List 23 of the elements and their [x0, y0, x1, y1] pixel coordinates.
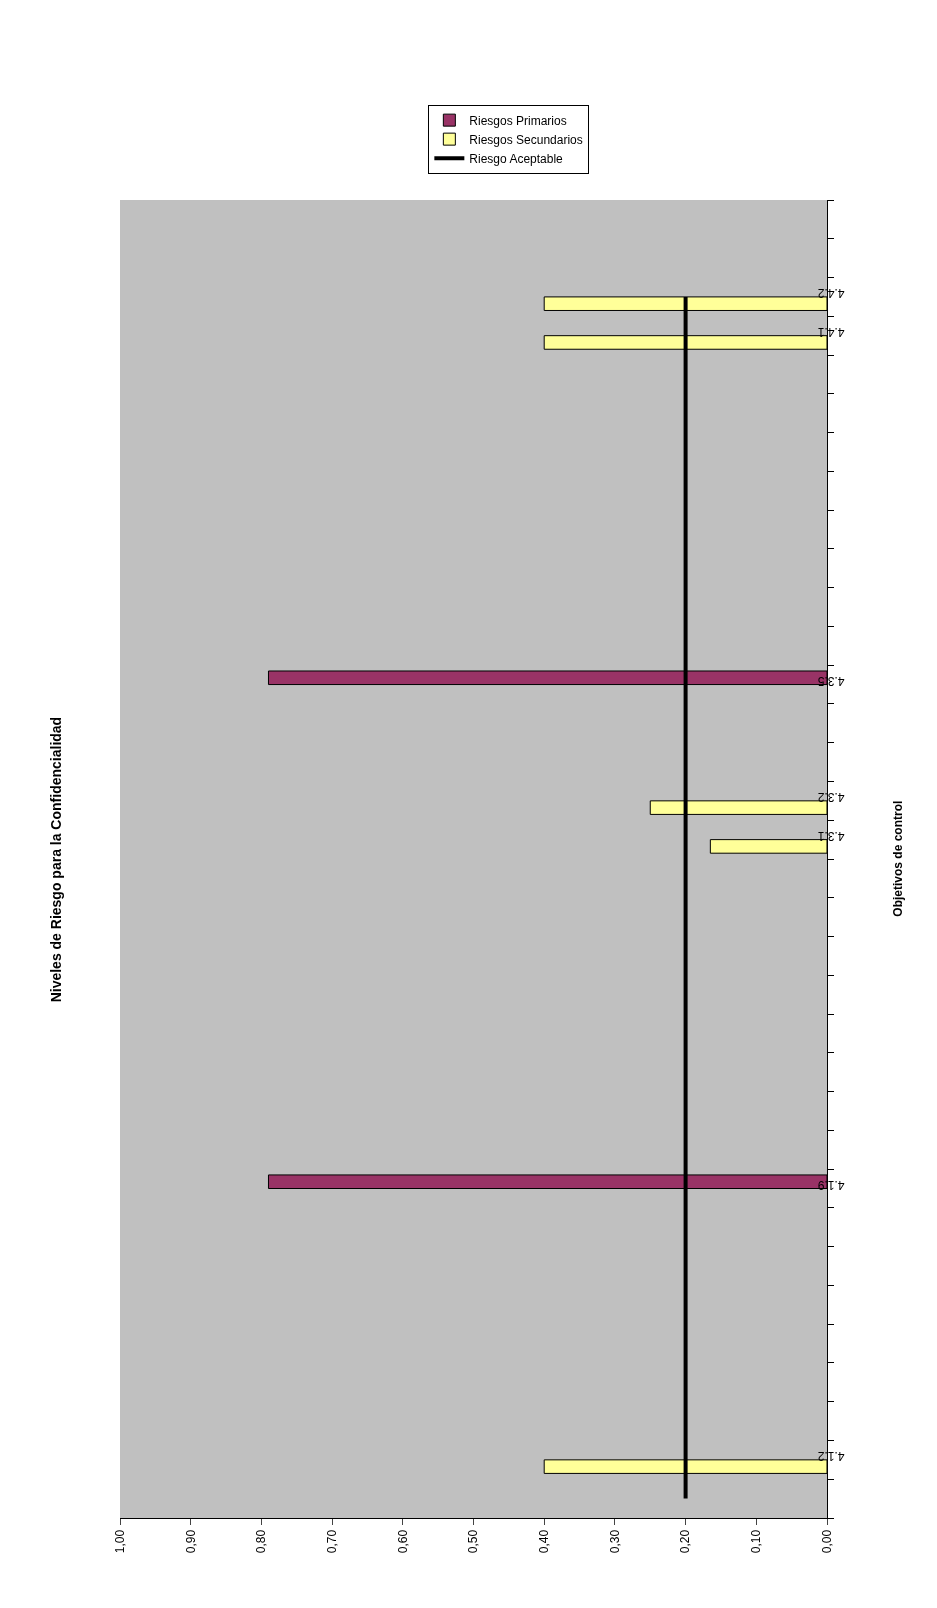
- x-tick-label: 0,00: [819, 1529, 834, 1554]
- x-tick-label: 0,60: [395, 1529, 410, 1554]
- x-tick-label: 0,70: [325, 1529, 339, 1554]
- y-tick-label: 4.4.1: [817, 324, 845, 339]
- x-tick-label: 0,30: [607, 1529, 622, 1554]
- y-axis-title: Objetivos de control: [890, 800, 905, 917]
- y-tick-label: 4.4.2: [817, 286, 845, 301]
- x-tick-label: 0,80: [254, 1529, 269, 1554]
- y-tick-label: 4.3.1: [817, 828, 845, 843]
- x-tick-label: 0,20: [678, 1529, 693, 1554]
- y-tick-label: 4.3.5: [817, 673, 845, 688]
- y-tick-label: 4.1.9: [817, 1177, 845, 1192]
- legend-label: Riesgo Aceptable: [469, 151, 564, 166]
- x-tick-label: 1,00: [112, 1529, 127, 1554]
- x-tick-label: 0,50: [466, 1529, 481, 1554]
- x-tick-label: 0,10: [749, 1529, 764, 1554]
- x-tick-label: 0,90: [183, 1529, 198, 1554]
- text: Niveles de Riesgo para la Confidencialidad: [48, 716, 65, 1003]
- legend-label: Riesgos Primarios: [469, 113, 567, 128]
- y-tick-label: 4.1.2: [817, 1449, 845, 1464]
- y-tick-label: 4.3.2: [817, 790, 845, 805]
- legend-label: Riesgos Secundarios: [469, 132, 583, 147]
- x-tick-label: 0,40: [537, 1529, 552, 1554]
